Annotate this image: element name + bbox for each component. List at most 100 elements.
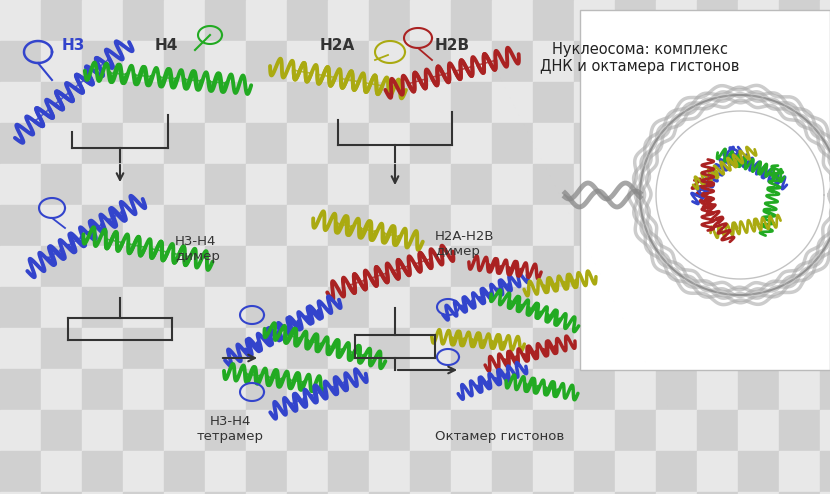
Bar: [328, 410, 369, 451]
Text: H2B: H2B: [435, 38, 470, 53]
Bar: [492, 451, 533, 492]
Bar: [697, 492, 738, 494]
Bar: [615, 287, 656, 328]
Bar: [492, 246, 533, 287]
Bar: [820, 0, 830, 41]
Bar: [533, 41, 574, 82]
Bar: [328, 41, 369, 82]
Bar: [0, 0, 41, 41]
Bar: [738, 369, 779, 410]
Bar: [574, 82, 615, 123]
Bar: [287, 123, 328, 164]
Bar: [533, 287, 574, 328]
Bar: [287, 492, 328, 494]
Bar: [41, 82, 82, 123]
Bar: [246, 123, 287, 164]
Bar: [41, 369, 82, 410]
Bar: [738, 205, 779, 246]
Bar: [410, 246, 451, 287]
Bar: [328, 328, 369, 369]
Bar: [451, 205, 492, 246]
Bar: [820, 287, 830, 328]
Bar: [410, 451, 451, 492]
Bar: [123, 328, 164, 369]
Bar: [410, 123, 451, 164]
Bar: [41, 451, 82, 492]
Bar: [287, 246, 328, 287]
Bar: [738, 246, 779, 287]
Bar: [328, 205, 369, 246]
Bar: [697, 410, 738, 451]
Bar: [164, 164, 205, 205]
Bar: [656, 164, 697, 205]
Bar: [738, 82, 779, 123]
Bar: [451, 287, 492, 328]
Bar: [451, 451, 492, 492]
Bar: [615, 82, 656, 123]
Bar: [287, 287, 328, 328]
Bar: [410, 328, 451, 369]
Bar: [533, 492, 574, 494]
Bar: [697, 328, 738, 369]
Bar: [615, 246, 656, 287]
Bar: [82, 492, 123, 494]
Bar: [41, 328, 82, 369]
Bar: [451, 369, 492, 410]
Bar: [164, 41, 205, 82]
Bar: [287, 205, 328, 246]
Bar: [451, 328, 492, 369]
Bar: [164, 328, 205, 369]
Bar: [369, 492, 410, 494]
Bar: [328, 164, 369, 205]
Bar: [779, 451, 820, 492]
Bar: [574, 410, 615, 451]
Bar: [205, 205, 246, 246]
Bar: [246, 82, 287, 123]
Bar: [574, 41, 615, 82]
Bar: [492, 164, 533, 205]
Bar: [41, 287, 82, 328]
Bar: [615, 205, 656, 246]
Bar: [779, 82, 820, 123]
Bar: [287, 0, 328, 41]
Bar: [738, 287, 779, 328]
Bar: [205, 492, 246, 494]
Bar: [779, 369, 820, 410]
Bar: [164, 123, 205, 164]
Bar: [779, 0, 820, 41]
Bar: [246, 205, 287, 246]
Bar: [328, 492, 369, 494]
Bar: [492, 328, 533, 369]
Bar: [574, 164, 615, 205]
Bar: [574, 246, 615, 287]
Bar: [287, 328, 328, 369]
Bar: [287, 82, 328, 123]
Bar: [123, 41, 164, 82]
Bar: [123, 123, 164, 164]
Bar: [738, 410, 779, 451]
Bar: [164, 0, 205, 41]
Bar: [0, 123, 41, 164]
Bar: [697, 246, 738, 287]
Bar: [123, 451, 164, 492]
Bar: [205, 369, 246, 410]
Bar: [369, 451, 410, 492]
Bar: [369, 123, 410, 164]
Bar: [492, 205, 533, 246]
Bar: [492, 369, 533, 410]
Bar: [41, 205, 82, 246]
Bar: [41, 164, 82, 205]
Bar: [82, 369, 123, 410]
Bar: [287, 164, 328, 205]
Bar: [410, 205, 451, 246]
Bar: [0, 246, 41, 287]
Bar: [738, 0, 779, 41]
Bar: [738, 492, 779, 494]
Bar: [451, 41, 492, 82]
Bar: [615, 492, 656, 494]
Bar: [82, 205, 123, 246]
Bar: [492, 410, 533, 451]
Bar: [369, 328, 410, 369]
Bar: [369, 369, 410, 410]
Bar: [164, 369, 205, 410]
